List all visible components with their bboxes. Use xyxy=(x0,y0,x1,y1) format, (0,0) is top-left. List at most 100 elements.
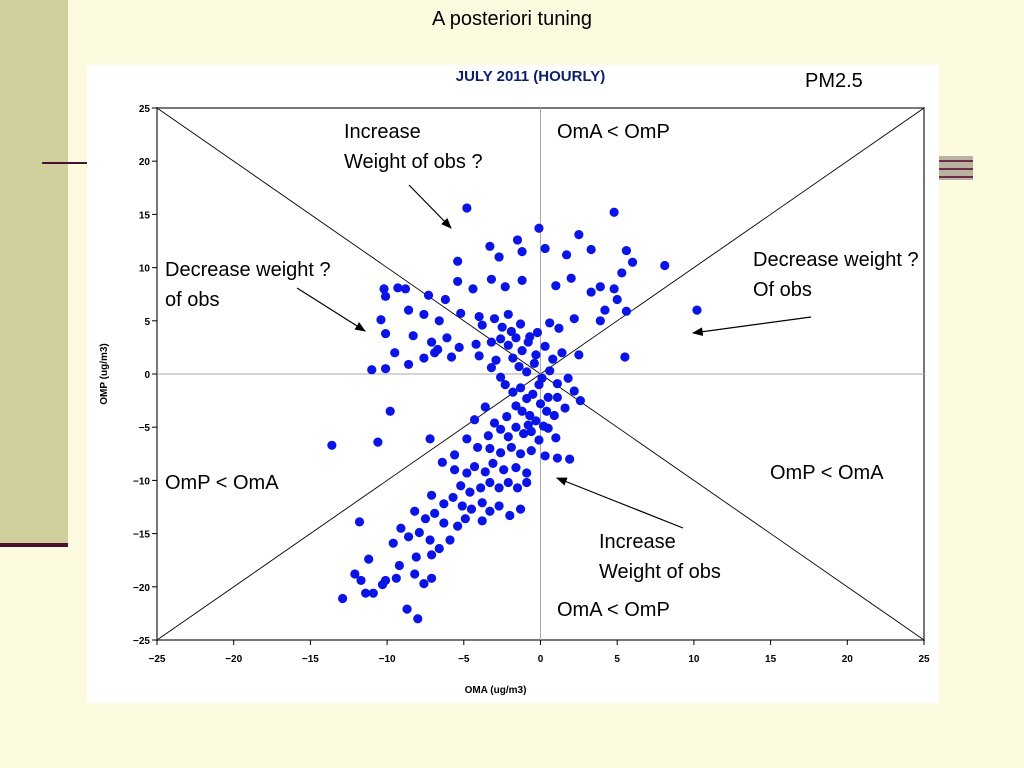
y-tick-label: 25 xyxy=(139,104,151,115)
data-point xyxy=(494,252,504,262)
x-tick-label: 20 xyxy=(842,654,854,665)
data-point xyxy=(408,331,418,341)
data-point xyxy=(540,451,550,461)
data-point xyxy=(525,410,535,421)
data-point xyxy=(545,366,555,376)
data-point xyxy=(552,378,562,389)
data-point xyxy=(528,389,538,399)
data-point xyxy=(505,510,515,521)
data-point xyxy=(621,245,632,256)
data-point xyxy=(403,359,414,370)
y-tick-label: −20 xyxy=(133,583,150,594)
data-point xyxy=(540,341,550,351)
data-point xyxy=(566,273,576,283)
data-point xyxy=(379,284,389,294)
data-point xyxy=(354,517,365,527)
data-point xyxy=(486,363,497,373)
data-point xyxy=(549,410,559,421)
data-point xyxy=(480,467,490,477)
data-point xyxy=(517,345,527,356)
x-tick-label: 0 xyxy=(538,654,544,665)
data-point xyxy=(426,550,437,560)
data-point xyxy=(575,396,585,406)
data-point xyxy=(548,354,558,364)
chart-panel: JULY 2011 (HOURLY) −25 −20 −15 −10 −5 0 5 10 15 20… xyxy=(87,65,939,703)
annotation-oma-lt-omp-top: OmA < OmP xyxy=(557,121,670,143)
data-point xyxy=(445,535,455,545)
data-point xyxy=(485,506,495,516)
data-point xyxy=(448,492,458,503)
y-tick-label: 20 xyxy=(139,157,151,168)
data-point xyxy=(488,458,498,468)
data-point xyxy=(377,580,388,590)
data-point xyxy=(462,468,472,478)
data-point xyxy=(454,342,464,352)
title-divider-line xyxy=(42,162,102,164)
data-point xyxy=(538,421,549,431)
slide-title: A posteriori tuning xyxy=(431,8,593,30)
data-point xyxy=(414,527,424,538)
data-point xyxy=(506,326,516,337)
data-point xyxy=(574,230,584,240)
data-point xyxy=(620,352,630,362)
data-point xyxy=(497,322,507,332)
data-point xyxy=(511,422,521,432)
data-point xyxy=(552,453,562,463)
data-point xyxy=(361,588,371,598)
data-point xyxy=(327,440,337,450)
data-point xyxy=(480,402,490,412)
data-point xyxy=(385,406,395,416)
data-point xyxy=(439,499,449,509)
data-point xyxy=(617,268,627,278)
data-point xyxy=(534,223,544,233)
data-point xyxy=(477,498,487,508)
annotation-increase-weight-bottom: Increase Weight of obs xyxy=(599,527,721,587)
data-point xyxy=(434,543,444,554)
annotation-line: of obs xyxy=(165,289,220,311)
data-point xyxy=(410,569,420,579)
data-point xyxy=(506,442,516,453)
y-tick-label: 10 xyxy=(139,264,151,275)
data-point xyxy=(512,235,523,245)
data-point xyxy=(514,361,524,372)
data-point xyxy=(503,309,513,320)
annotation-omp-lt-oma-left: OmP < OmA xyxy=(165,472,279,494)
right-decor-stripes xyxy=(935,156,973,180)
scatter-chart: JULY 2011 (HOURLY) −25 −20 −15 −10 −5 0 5 10 15 20… xyxy=(99,68,930,696)
data-point xyxy=(609,284,619,294)
x-tick-label: −15 xyxy=(302,654,319,665)
data-point xyxy=(511,401,521,411)
annotation-line: Of obs xyxy=(753,279,812,301)
data-point xyxy=(489,314,500,324)
data-point xyxy=(508,353,518,363)
data-point xyxy=(485,241,495,251)
annotation-line: Increase xyxy=(344,121,421,143)
data-point xyxy=(426,337,437,347)
data-point xyxy=(595,282,605,292)
data-point xyxy=(692,305,702,315)
annotation-line: Decrease weight ? xyxy=(753,249,919,271)
data-point xyxy=(380,364,391,374)
data-point xyxy=(373,437,383,447)
data-point xyxy=(526,446,536,456)
data-point xyxy=(430,508,440,518)
data-point xyxy=(380,328,391,339)
y-tick-label: −15 xyxy=(133,530,150,541)
data-point xyxy=(456,481,466,491)
data-point xyxy=(485,477,495,488)
x-tick-label: 5 xyxy=(614,654,620,665)
data-point xyxy=(565,454,575,464)
data-point xyxy=(500,380,510,390)
data-point xyxy=(534,380,544,390)
y-tick-label: −25 xyxy=(133,636,150,647)
data-point xyxy=(442,333,452,343)
data-point xyxy=(532,327,543,338)
data-point xyxy=(517,247,527,257)
data-point xyxy=(511,333,521,343)
x-axis-label: OMA (ug/m3) xyxy=(465,685,527,696)
left-decor-rule xyxy=(0,543,68,547)
data-point xyxy=(338,593,348,604)
data-point xyxy=(595,316,605,326)
data-point xyxy=(390,348,400,358)
data-point xyxy=(486,337,497,347)
